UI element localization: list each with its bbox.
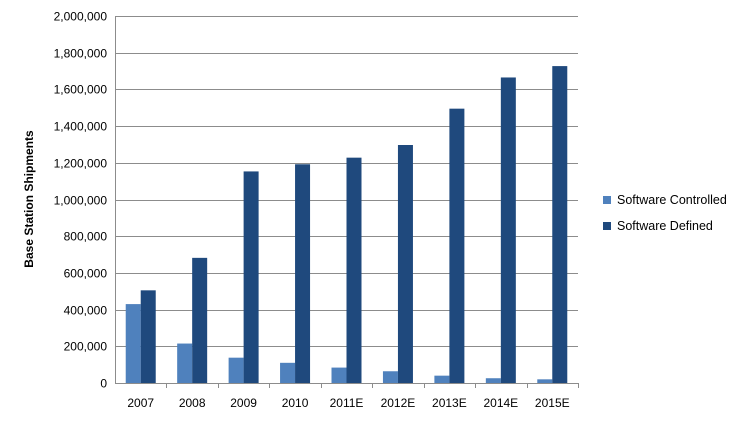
y-tick-label: 1,200,000: [54, 157, 108, 171]
y-tick-label: 1,800,000: [54, 47, 108, 61]
bar-software-controlled: [382, 371, 398, 383]
bar-software-defined: [500, 77, 516, 383]
x-tick-label: 2008: [179, 396, 206, 410]
x-tick-label: 2014E: [483, 396, 518, 410]
legend-label-software-controlled: Software Controlled: [617, 193, 727, 207]
bar-software-defined: [192, 257, 208, 383]
y-tick-label: 800,000: [64, 230, 108, 244]
bar-software-defined: [449, 108, 465, 383]
bar-software-controlled: [228, 357, 244, 383]
bar-software-controlled: [434, 375, 450, 383]
y-tick-label: 1,000,000: [54, 194, 108, 208]
y-tick-label: 400,000: [64, 304, 108, 318]
legend-swatch-software-controlled: [603, 196, 611, 204]
y-tick-label: 0: [100, 377, 107, 391]
bar-software-defined: [552, 66, 568, 384]
bar-software-defined: [295, 164, 311, 383]
x-tick-label: 2013E: [432, 396, 467, 410]
bar-software-controlled: [331, 367, 347, 383]
bar-software-controlled: [485, 378, 501, 383]
y-tick-label: 200,000: [64, 340, 108, 354]
legend-item-software-defined: Software Defined: [603, 213, 727, 239]
bars: [125, 66, 568, 384]
y-tick-label: 600,000: [64, 267, 108, 281]
y-tick-label: 1,600,000: [54, 83, 108, 97]
legend-item-software-controlled: Software Controlled: [603, 187, 727, 213]
bar-software-controlled: [177, 343, 193, 383]
y-tick-label: 1,400,000: [54, 120, 108, 134]
bar-software-defined: [243, 171, 259, 383]
bar-software-defined: [397, 145, 413, 383]
legend-label-software-defined: Software Defined: [617, 219, 713, 233]
bar-software-defined: [346, 157, 362, 383]
x-tick-label: 2007: [127, 396, 154, 410]
x-tick-label: 2012E: [381, 396, 416, 410]
bar-software-controlled: [537, 379, 553, 383]
x-tick-label: 2010: [282, 396, 309, 410]
y-tick-labels: 0 200,000 400,000 600,000 800,000 1,000,000 1,…: [54, 10, 108, 391]
legend-swatch-software-defined: [603, 222, 611, 230]
y-tick-label: 2,000,000: [54, 10, 108, 24]
bar-software-defined: [140, 290, 156, 383]
legend: Software Controlled Software Defined: [603, 187, 727, 239]
bar-software-controlled: [125, 304, 141, 383]
bar-software-controlled: [280, 362, 296, 383]
x-tick-label: 2009: [230, 396, 257, 410]
axes: [115, 16, 579, 388]
x-tick-label: 2015E: [535, 396, 570, 410]
x-tick-labels: 2007 2008 2009 2010 2011E 2012E 2013E 2014E 2015…: [127, 396, 569, 410]
x-tick-label: 2011E: [330, 396, 364, 410]
y-axis-title: Base Station Shipments: [22, 130, 36, 268]
